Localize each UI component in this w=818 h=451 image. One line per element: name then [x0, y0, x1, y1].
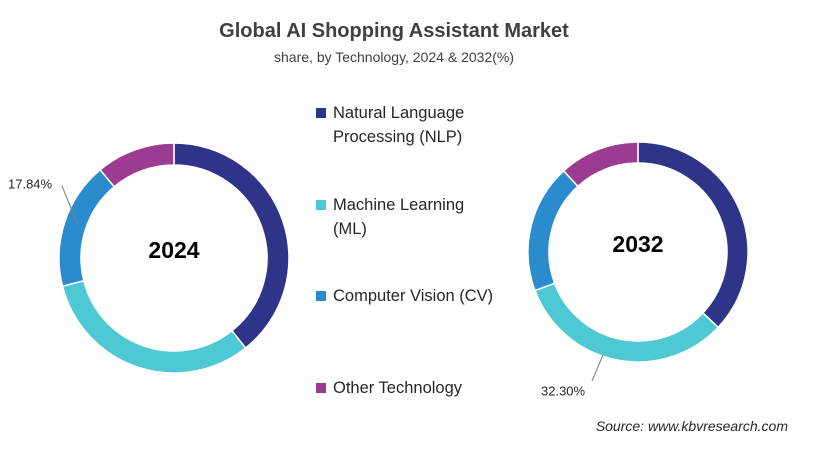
source: Source: www.kbvresearch.com — [595, 418, 788, 434]
chart-subtitle: share, by Technology, 2024 & 2032(%) — [274, 49, 514, 65]
donut-slice — [534, 282, 720, 363]
donut-slice — [99, 142, 175, 188]
legend-swatch — [316, 383, 326, 393]
legend-swatch — [316, 108, 326, 118]
donut-slice — [562, 141, 639, 188]
leader-line — [591, 354, 604, 382]
legend-label: Machine Learning (ML) — [333, 196, 465, 238]
donut-slice — [61, 279, 247, 374]
legend-swatch — [316, 291, 326, 301]
center-label: 2024 — [148, 237, 199, 263]
donut-slice — [527, 169, 579, 292]
data-label: 17.84% — [8, 176, 53, 191]
center-label: 2032 — [612, 231, 663, 257]
legend-label: Computer Vision (CV) — [333, 287, 494, 305]
leader-line — [61, 185, 79, 226]
chart-title: Global AI Shopping Assistant Market — [219, 20, 569, 42]
legend-label: Natural Language Processing (NLP) — [333, 104, 465, 146]
legend-label: Other Technology — [333, 379, 463, 397]
data-label: 32.30% — [541, 383, 586, 398]
donut-slice — [58, 168, 116, 288]
legend-swatch — [316, 200, 326, 210]
